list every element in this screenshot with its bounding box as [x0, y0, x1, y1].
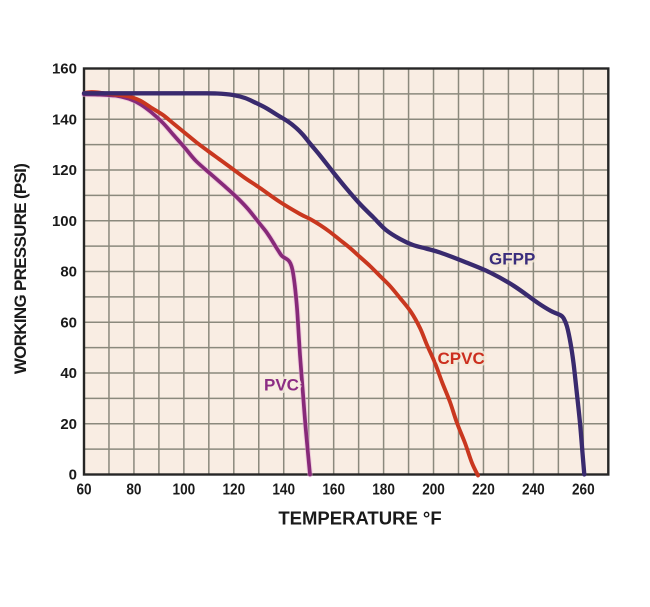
svg-text:WORKING PRESSURE (PSI): WORKING PRESSURE (PSI) — [11, 164, 30, 374]
svg-text:140: 140 — [52, 111, 77, 128]
svg-text:120: 120 — [222, 481, 245, 498]
svg-text:120: 120 — [52, 162, 77, 179]
svg-text:220: 220 — [472, 481, 495, 498]
svg-text:CPVC: CPVC — [438, 349, 485, 368]
svg-text:40: 40 — [60, 365, 77, 382]
svg-text:CPVC: CPVC — [438, 349, 485, 368]
svg-text:20: 20 — [60, 416, 77, 433]
svg-text:0: 0 — [69, 467, 77, 484]
svg-text:GFPP: GFPP — [489, 250, 535, 269]
svg-text:140: 140 — [272, 481, 295, 498]
svg-text:240: 240 — [522, 481, 545, 498]
svg-text:PVC: PVC — [264, 376, 299, 395]
svg-text:180: 180 — [372, 481, 395, 498]
svg-text:200: 200 — [422, 481, 445, 498]
svg-text:260: 260 — [572, 481, 595, 498]
svg-text:PVC: PVC — [264, 376, 299, 395]
svg-text:GFPP: GFPP — [489, 250, 535, 269]
svg-text:100: 100 — [52, 213, 77, 230]
svg-text:160: 160 — [322, 481, 345, 498]
svg-text:80: 80 — [60, 264, 77, 281]
svg-text:60: 60 — [60, 314, 77, 331]
svg-text:TEMPERATURE °F: TEMPERATURE °F — [278, 508, 441, 529]
svg-text:100: 100 — [173, 481, 196, 498]
svg-text:80: 80 — [126, 481, 141, 498]
svg-text:160: 160 — [52, 61, 77, 78]
svg-text:60: 60 — [76, 481, 91, 498]
